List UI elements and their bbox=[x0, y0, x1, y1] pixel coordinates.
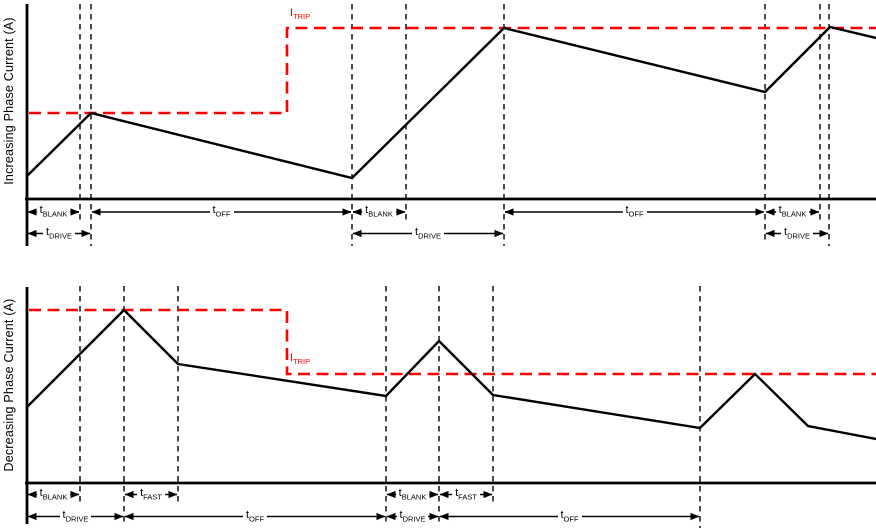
timing-label-t-drive: tDRIVE bbox=[781, 225, 813, 241]
arrowhead-left-icon bbox=[352, 229, 362, 238]
arrowhead-left-icon bbox=[27, 512, 37, 521]
timing-label-t-drive: tDRIVE bbox=[43, 225, 75, 241]
arrowhead-left-icon bbox=[124, 490, 134, 499]
timing-label-t-drive: tDRIVE bbox=[59, 508, 92, 524]
arrowhead-left-icon bbox=[91, 208, 101, 216]
arrowhead-right-icon bbox=[429, 490, 439, 499]
timing-label-t-blank: tBLANK bbox=[395, 486, 430, 502]
arrowhead-right-icon bbox=[114, 512, 124, 521]
arrowhead-right-icon bbox=[396, 208, 406, 216]
arrowhead-left-icon bbox=[124, 512, 134, 521]
increasing-itrip-threshold-line bbox=[29, 26, 876, 115]
arrowhead-right-icon bbox=[690, 512, 700, 521]
arrowhead-left-icon bbox=[386, 490, 396, 499]
arrowhead-right-icon bbox=[755, 208, 765, 216]
timing-label-t-blank: tBLANK bbox=[36, 486, 71, 502]
arrowhead-right-icon bbox=[342, 208, 352, 216]
timing-label-t-fast: tFAST bbox=[137, 486, 165, 502]
arrowhead-right-icon bbox=[429, 512, 439, 521]
arrowhead-right-icon bbox=[810, 208, 820, 216]
decreasing-itrip-label: ITRIP bbox=[290, 351, 311, 366]
top-y-axis-label: Increasing Phase Current (A) bbox=[2, 17, 16, 185]
arrowhead-right-icon bbox=[494, 229, 504, 238]
decreasing-itrip-threshold-line bbox=[29, 308, 876, 376]
arrowhead-left-icon bbox=[27, 229, 37, 238]
arrowhead-right-icon bbox=[81, 229, 91, 238]
arrowhead-right-icon bbox=[70, 208, 80, 216]
timing-label-t-drive: tDRIVE bbox=[396, 508, 429, 524]
arrowhead-left-icon bbox=[27, 208, 37, 216]
timing-label-t-off: tOFF bbox=[242, 508, 268, 524]
arrowhead-left-icon bbox=[439, 490, 449, 499]
arrowhead-left-icon bbox=[27, 490, 37, 499]
bottom-y-axis-label: Decreasing Phase Current (A) bbox=[2, 298, 16, 472]
timing-label-t-off: tOFF bbox=[557, 508, 582, 524]
arrowhead-right-icon bbox=[483, 490, 493, 499]
arrowhead-right-icon bbox=[168, 490, 178, 499]
timing-label-t-blank: tBLANK bbox=[362, 204, 396, 219]
timing-label-t-blank: tBLANK bbox=[36, 204, 71, 219]
arrowhead-right-icon bbox=[376, 512, 386, 521]
timing-label-t-off: tOFF bbox=[622, 204, 647, 219]
timing-label-t-fast: tFAST bbox=[452, 486, 480, 502]
arrowhead-right-icon bbox=[819, 229, 829, 238]
arrowhead-left-icon bbox=[765, 208, 775, 216]
arrowhead-right-icon bbox=[70, 490, 80, 499]
arrowhead-left-icon bbox=[439, 512, 449, 521]
arrowhead-left-icon bbox=[386, 512, 396, 521]
increasing-itrip-label: ITRIP bbox=[290, 6, 311, 21]
timing-label-t-drive: tDRIVE bbox=[412, 225, 444, 241]
arrowhead-left-icon bbox=[504, 208, 514, 216]
timing-label-t-blank: tBLANK bbox=[775, 204, 810, 219]
arrowhead-left-icon bbox=[352, 208, 362, 216]
timing-label-t-off: tOFF bbox=[209, 204, 234, 219]
arrowhead-left-icon bbox=[765, 229, 775, 238]
increasing-phase-current-waveform bbox=[26, 25, 876, 180]
decreasing-phase-current-waveform bbox=[26, 308, 876, 441]
